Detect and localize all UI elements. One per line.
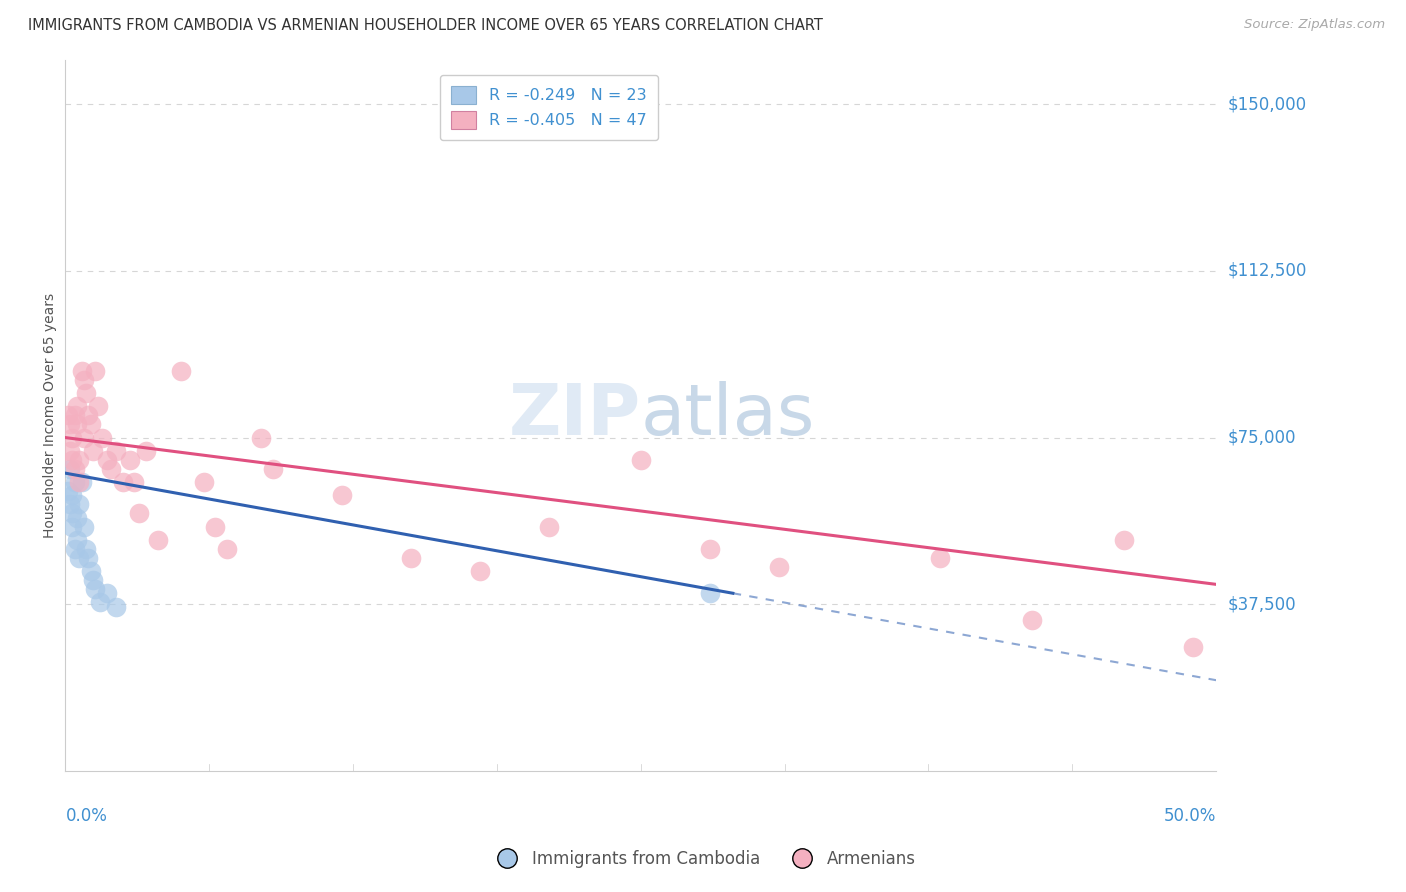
Legend: R = -0.249   N = 23, R = -0.405   N = 47: R = -0.249 N = 23, R = -0.405 N = 47 (440, 75, 658, 140)
Text: IMMIGRANTS FROM CAMBODIA VS ARMENIAN HOUSEHOLDER INCOME OVER 65 YEARS CORRELATIO: IMMIGRANTS FROM CAMBODIA VS ARMENIAN HOU… (28, 18, 823, 33)
Point (60, 506, 83, 520)
Point (193, 475, 215, 489)
Point (699, 541, 721, 556)
Point (60, 519, 83, 533)
Point (146, 533, 169, 547)
Point (1114, 533, 1136, 547)
Text: atlas: atlas (641, 381, 815, 450)
Point (630, 453, 652, 467)
Point (468, 564, 491, 578)
Text: ZIP: ZIP (509, 381, 641, 450)
Point (1021, 613, 1043, 627)
Point (82, 573, 104, 587)
Point (67, 550, 90, 565)
Point (111, 475, 134, 489)
Point (77, 409, 100, 423)
Point (63, 461, 86, 475)
Point (100, 461, 122, 475)
Point (67, 453, 90, 467)
Text: Source: ZipAtlas.com: Source: ZipAtlas.com (1244, 18, 1385, 31)
Point (250, 431, 273, 445)
Point (59, 417, 82, 432)
Point (60, 453, 83, 467)
Point (67, 475, 90, 489)
Text: $37,500: $37,500 (1227, 595, 1296, 614)
Point (86, 400, 108, 414)
Point (66, 417, 89, 432)
Point (399, 550, 422, 565)
Point (60, 431, 83, 445)
Point (73, 431, 96, 445)
Point (75, 541, 97, 556)
Point (67, 497, 90, 511)
Y-axis label: Householder Income Over 65 years: Householder Income Over 65 years (44, 293, 58, 538)
Point (60, 488, 83, 502)
Point (118, 453, 141, 467)
Point (66, 533, 89, 547)
Text: $150,000: $150,000 (1227, 95, 1306, 113)
Point (56, 483, 79, 498)
Point (537, 519, 560, 533)
Point (96, 586, 118, 600)
Point (105, 599, 128, 614)
Point (63, 409, 86, 423)
Point (73, 373, 96, 387)
Point (70, 475, 93, 489)
Point (56, 409, 79, 423)
Point (768, 559, 790, 574)
Point (330, 488, 353, 502)
Point (169, 364, 191, 378)
Point (91, 431, 114, 445)
Point (59, 497, 82, 511)
Point (80, 417, 103, 432)
Point (84, 364, 107, 378)
Text: $112,500: $112,500 (1227, 262, 1306, 280)
Point (699, 586, 721, 600)
Point (66, 510, 89, 524)
Text: 0.0%: 0.0% (66, 806, 107, 825)
Point (128, 506, 150, 520)
Point (124, 475, 146, 489)
Point (1182, 640, 1205, 654)
Legend: Immigrants from Cambodia, Armenians: Immigrants from Cambodia, Armenians (484, 844, 922, 875)
Point (63, 475, 86, 489)
Point (89, 595, 111, 609)
Point (70, 364, 93, 378)
Text: 50.0%: 50.0% (1164, 806, 1216, 825)
Point (215, 541, 238, 556)
Point (63, 541, 86, 556)
Point (66, 400, 89, 414)
Point (77, 550, 100, 565)
Point (59, 444, 82, 458)
Point (75, 386, 97, 401)
Point (96, 453, 118, 467)
Point (105, 444, 128, 458)
Point (82, 444, 104, 458)
Point (929, 550, 952, 565)
Point (80, 564, 103, 578)
Point (262, 461, 284, 475)
Point (135, 444, 157, 458)
Point (59, 461, 82, 475)
Point (204, 519, 226, 533)
Text: $75,000: $75,000 (1227, 428, 1296, 447)
Point (73, 519, 96, 533)
Point (84, 582, 107, 596)
